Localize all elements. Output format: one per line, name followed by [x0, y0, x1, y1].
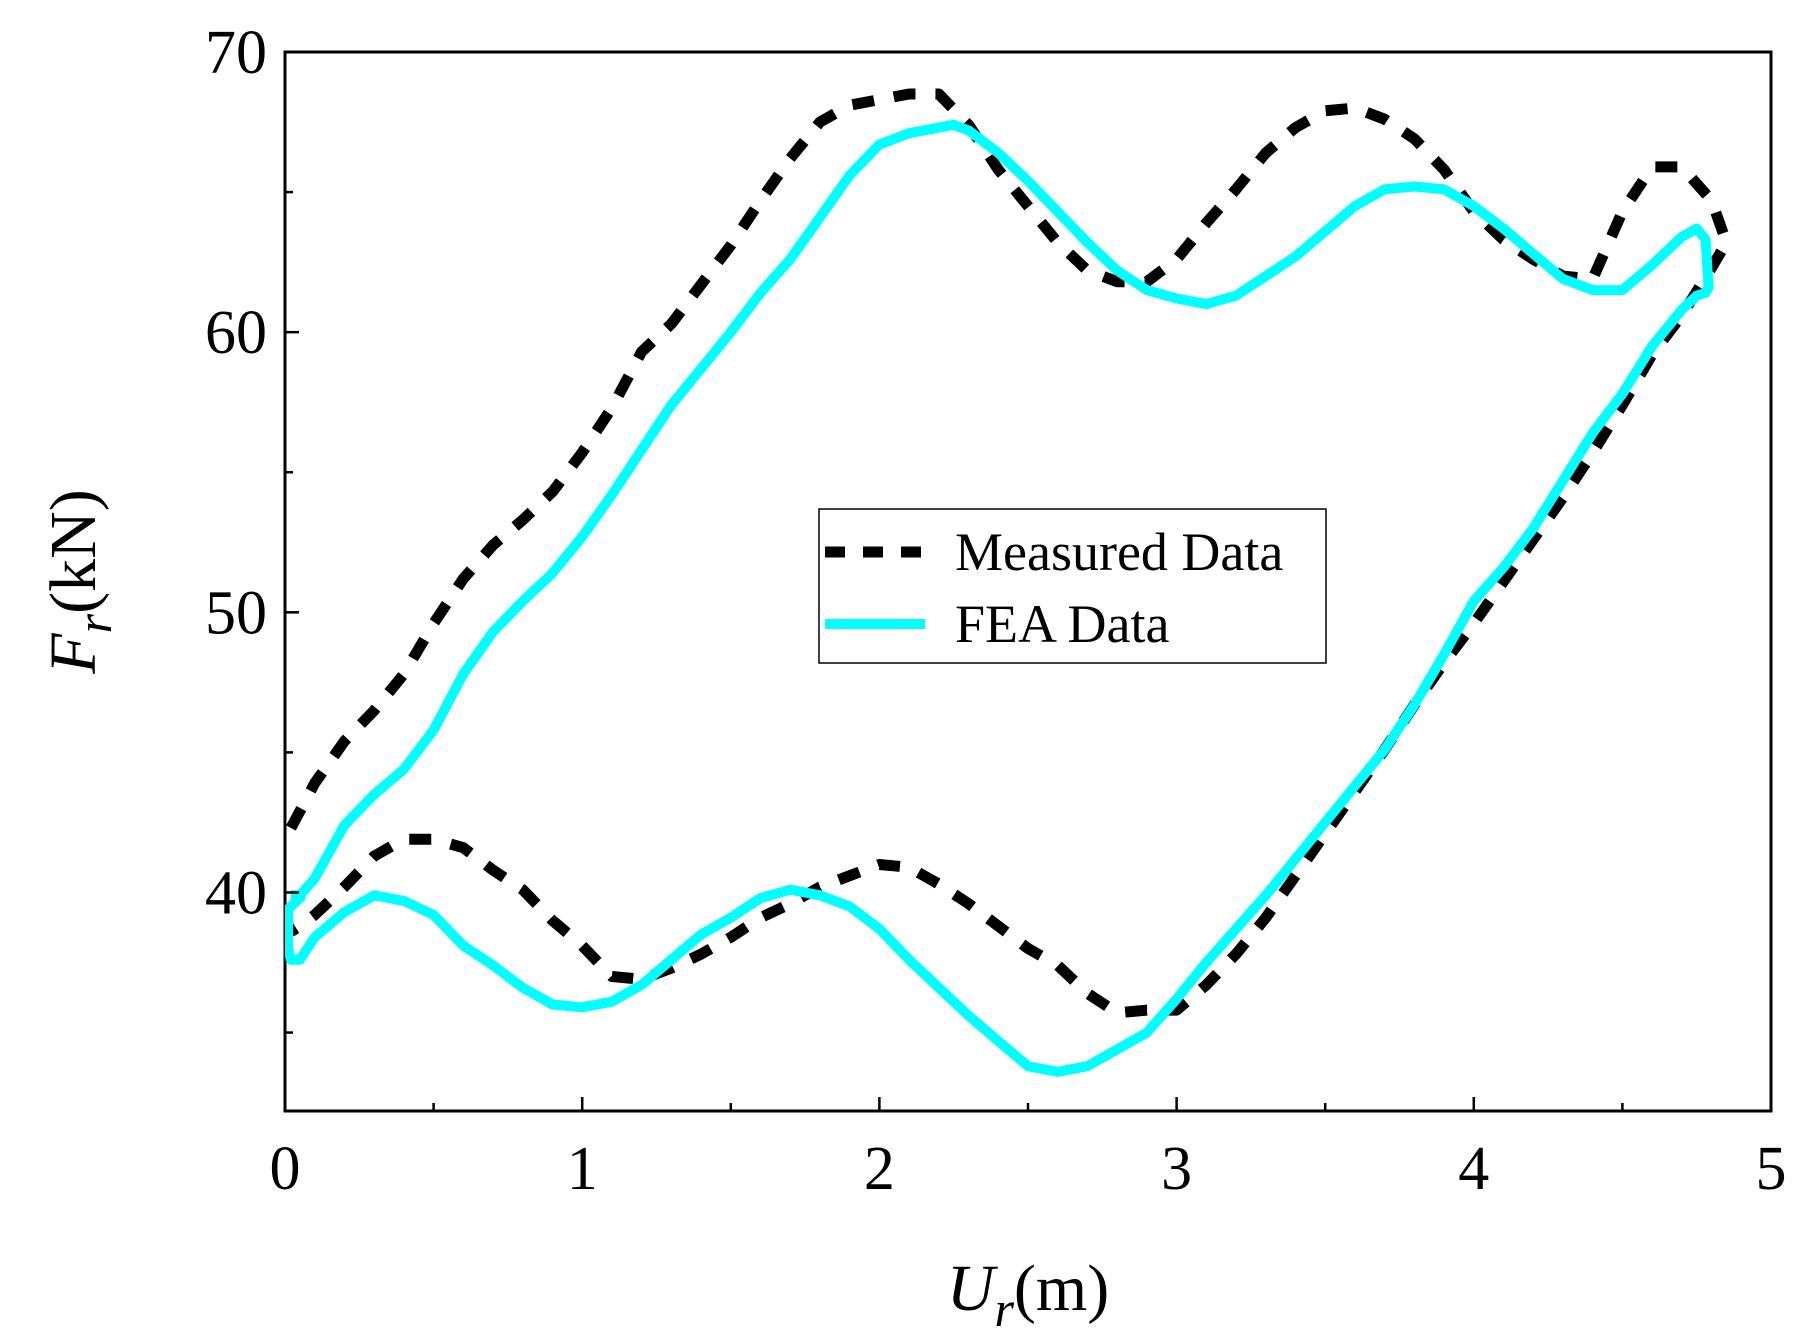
x-axis-title: Ur(m) — [947, 1252, 1109, 1337]
x-axis-title-unit: (m) — [1014, 1252, 1109, 1325]
x-axis: 0 1 2 3 4 5 — [270, 1097, 1787, 1203]
legend-label-measured: Measured Data — [955, 522, 1283, 582]
series-line-fea — [285, 119, 1714, 1077]
y-tick-label: 70 — [205, 19, 267, 87]
x-tick-label: 4 — [1458, 1135, 1489, 1203]
series-layer — [285, 88, 1732, 1077]
legend-box — [818, 508, 1327, 664]
y-tick-label: 40 — [205, 859, 267, 927]
y-axis: 40 50 60 70 — [205, 19, 299, 1034]
series-line-measured — [286, 88, 1732, 1019]
y-tick-label: 50 — [205, 579, 267, 647]
y-axis-title: Fr(kN) — [37, 489, 122, 674]
y-axis-title-unit: (kN) — [37, 489, 110, 614]
legend: Measured Data FEA Data — [818, 508, 1327, 664]
x-tick-label: 3 — [1161, 1135, 1192, 1203]
x-axis-title-subscript: r — [994, 1281, 1014, 1337]
y-tick-label: 60 — [205, 299, 267, 367]
x-tick-label: 2 — [864, 1135, 895, 1203]
x-axis-title-variable: U — [947, 1252, 999, 1325]
x-tick-label: 0 — [270, 1135, 301, 1203]
x-tick-label: 5 — [1756, 1135, 1787, 1203]
legend-label-fea: FEA Data — [955, 594, 1170, 654]
x-tick-label: 1 — [567, 1135, 598, 1203]
y-axis-title-variable: F — [37, 633, 110, 675]
y-axis-title-subscript: r — [66, 613, 122, 633]
